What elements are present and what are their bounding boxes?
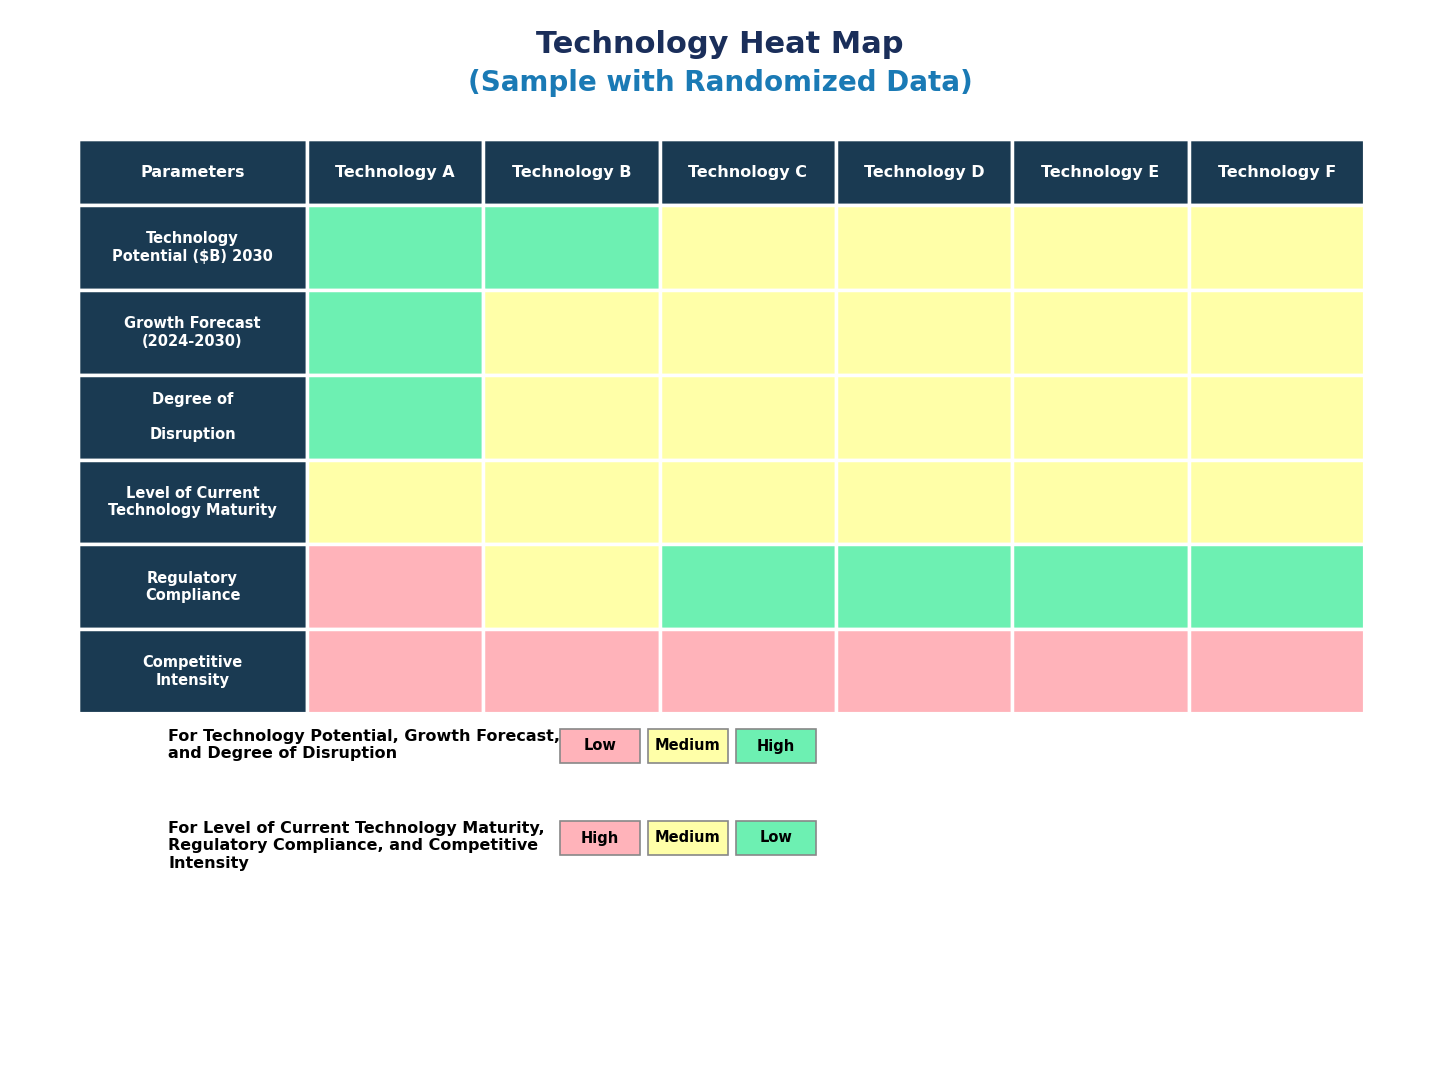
Bar [1013,290,1189,375]
Bar [1013,544,1189,630]
Bar [1189,630,1365,714]
Bar [660,544,836,630]
Text: Technology Heat Map: Technology Heat Map [536,30,904,59]
Bar [78,630,307,714]
Text: Technology E: Technology E [1042,165,1160,180]
Bar [78,139,1365,714]
Text: Low: Low [584,739,617,754]
Bar [307,205,483,290]
Bar [561,729,640,763]
Bar [483,290,660,375]
Bar [78,460,307,544]
Bar [78,544,307,630]
Bar [1013,139,1189,205]
Bar [1189,290,1365,375]
Text: Technology B: Technology B [512,165,631,180]
Text: Parameters: Parameters [140,165,245,180]
Bar [660,139,836,205]
Bar [1189,544,1365,630]
Bar [307,630,483,714]
Text: Technology F: Technology F [1218,165,1336,180]
Bar [1013,460,1189,544]
Bar [1189,460,1365,544]
Bar [736,729,816,763]
Bar [660,375,836,460]
Bar [648,821,728,855]
Text: Competitive
Intensity: Competitive Intensity [143,655,242,687]
Bar [836,544,1013,630]
Bar [836,460,1013,544]
Bar [660,630,836,714]
Bar [836,290,1013,375]
Text: Growth Forecast
(2024-2030): Growth Forecast (2024-2030) [124,316,261,348]
Bar [78,139,307,205]
Bar [483,544,660,630]
Bar [483,375,660,460]
Text: Level of Current
Technology Maturity: Level of Current Technology Maturity [108,485,277,518]
Bar [836,139,1013,205]
Bar [483,460,660,544]
Text: (Sample with Randomized Data): (Sample with Randomized Data) [468,69,973,97]
Text: High: High [581,831,620,846]
Text: Medium: Medium [656,831,720,846]
Bar [483,139,660,205]
Bar [307,290,483,375]
Bar [836,375,1013,460]
Text: Technology
Potential ($B) 2030: Technology Potential ($B) 2030 [112,231,272,264]
Bar [660,205,836,290]
Text: Technology A: Technology A [336,165,455,180]
Bar [736,821,816,855]
Bar [836,205,1013,290]
Text: Low: Low [759,831,793,846]
Bar [836,630,1013,714]
Bar [1013,630,1189,714]
Bar [307,544,483,630]
Bar [307,375,483,460]
Bar [1189,205,1365,290]
Bar [78,375,307,460]
Bar [78,290,307,375]
Text: Degree of

Disruption: Degree of Disruption [150,392,236,443]
Bar [648,729,728,763]
Bar [1013,205,1189,290]
Bar [1189,375,1365,460]
Bar [1189,139,1365,205]
Bar [307,460,483,544]
Text: Technology C: Technology C [689,165,807,180]
Bar [1013,375,1189,460]
Bar [307,139,483,205]
Bar [483,205,660,290]
Text: For Technology Potential, Growth Forecast,
and Degree of Disruption: For Technology Potential, Growth Forecas… [169,729,561,761]
Text: For Level of Current Technology Maturity,
Regulatory Compliance, and Competitive: For Level of Current Technology Maturity… [169,821,545,871]
Text: High: High [757,739,795,754]
Text: Medium: Medium [656,739,720,754]
Bar [483,630,660,714]
Text: Regulatory
Compliance: Regulatory Compliance [144,571,241,603]
Bar [561,821,640,855]
Bar [78,205,307,290]
Bar [660,460,836,544]
Bar [660,290,836,375]
Text: Technology D: Technology D [865,165,984,180]
